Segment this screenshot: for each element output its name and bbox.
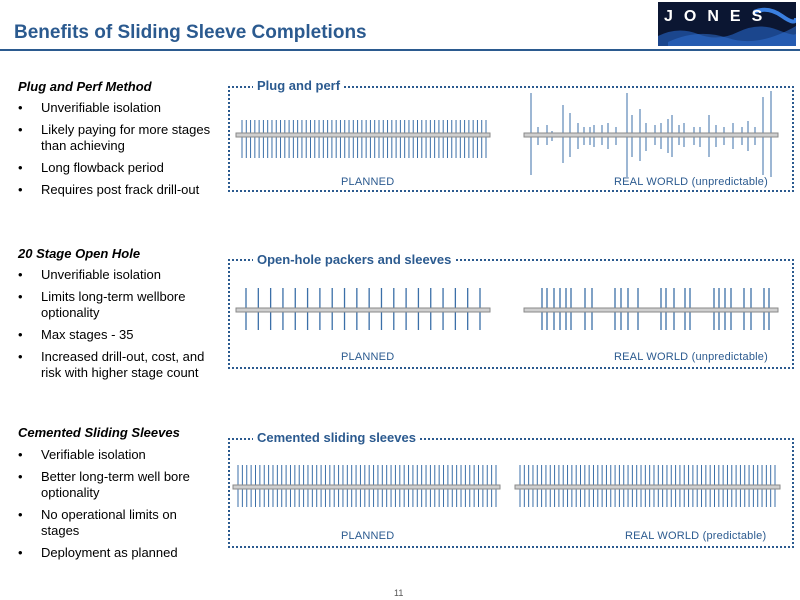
wellbore-pipe	[235, 307, 491, 313]
bullet-item: Limits long-term wellbore optionality	[18, 289, 218, 321]
title-divider	[0, 49, 800, 51]
wellbore-pipe	[232, 484, 501, 490]
bullet-list-open-hole: Unverifiable isolation Limits long-term …	[18, 267, 218, 387]
panel-open-hole	[228, 259, 794, 369]
real-world-label: REAL WORLD (predictable)	[625, 530, 767, 542]
wellbore-pipe	[523, 132, 779, 138]
page-title: Benefits of Sliding Sleeve Completions	[14, 22, 367, 43]
logo-graphic: JONES	[658, 2, 796, 46]
bullet-item: Requires post frack drill-out	[18, 182, 218, 198]
wellbore-pipe	[514, 484, 781, 490]
bullet-item: Verifiable isolation	[18, 447, 218, 463]
bullet-item: Long flowback period	[18, 160, 218, 176]
section-heading-cemented-sleeves: Cemented Sliding Sleeves	[18, 425, 180, 440]
bullet-item: Likely paying for more stages than achie…	[18, 122, 218, 154]
section-heading-open-hole: 20 Stage Open Hole	[18, 246, 141, 261]
planned-label: PLANNED	[341, 176, 395, 188]
panel-plug-perf	[228, 86, 794, 192]
bullet-list-cemented-sleeves: Verifiable isolation Better long-term we…	[18, 447, 218, 567]
wellbore-pipe	[235, 132, 491, 138]
logo-text: JONES	[664, 8, 773, 25]
page-number: 11	[394, 588, 404, 598]
bullet-item: No operational limits on stages	[18, 507, 218, 539]
company-logo: JONES	[658, 2, 796, 46]
planned-label: PLANNED	[341, 351, 395, 363]
panel-title-open-hole: Open-hole packers and sleeves	[253, 252, 456, 267]
wellbore-pipe	[523, 307, 779, 313]
bullet-item: Unverifiable isolation	[18, 267, 218, 283]
panel-cemented-sleeves	[228, 438, 794, 548]
planned-label: PLANNED	[341, 530, 395, 542]
bullet-item: Increased drill-out, cost, and risk with…	[18, 349, 218, 381]
real-world-label: REAL WORLD (unpredictable)	[614, 176, 768, 188]
bullet-item: Max stages - 35	[18, 327, 218, 343]
panel-title-cemented-sleeves: Cemented sliding sleeves	[253, 430, 420, 445]
bullet-item: Better long-term well bore optionality	[18, 469, 218, 501]
bullet-item: Deployment as planned	[18, 545, 218, 561]
section-heading-plug-perf: Plug and Perf Method	[18, 79, 152, 94]
real-world-label: REAL WORLD (unpredictable)	[614, 351, 768, 363]
bullet-item: Unverifiable isolation	[18, 100, 218, 116]
bullet-list-plug-perf: Unverifiable isolation Likely paying for…	[18, 100, 218, 204]
panel-title-plug-perf: Plug and perf	[253, 78, 345, 93]
